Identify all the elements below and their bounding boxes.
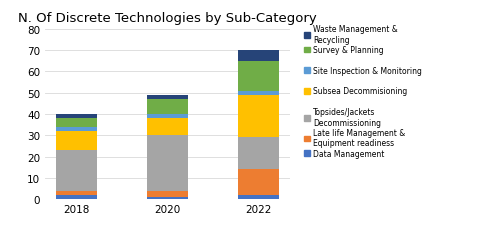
Bar: [56, 150, 97, 191]
Bar: [147, 191, 188, 197]
Bar: [56, 119, 97, 127]
Bar: [238, 95, 279, 138]
Bar: [238, 195, 279, 199]
Bar: [238, 91, 279, 95]
Bar: [238, 51, 279, 62]
Bar: [56, 191, 97, 195]
Bar: [147, 114, 188, 119]
Legend: Waste Management &
Recycling, Survey & Planning, , Site Inspection & Monitoring,: Waste Management & Recycling, Survey & P…: [304, 25, 422, 158]
Bar: [147, 100, 188, 114]
Bar: [147, 136, 188, 191]
Bar: [56, 127, 97, 131]
Bar: [56, 195, 97, 199]
Bar: [238, 138, 279, 169]
Title: N. Of Discrete Technologies by Sub-Category: N. Of Discrete Technologies by Sub-Categ…: [18, 11, 317, 25]
Bar: [56, 131, 97, 150]
Bar: [147, 197, 188, 199]
Bar: [147, 119, 188, 136]
Bar: [56, 114, 97, 119]
Bar: [238, 62, 279, 91]
Bar: [238, 169, 279, 195]
Bar: [147, 95, 188, 100]
